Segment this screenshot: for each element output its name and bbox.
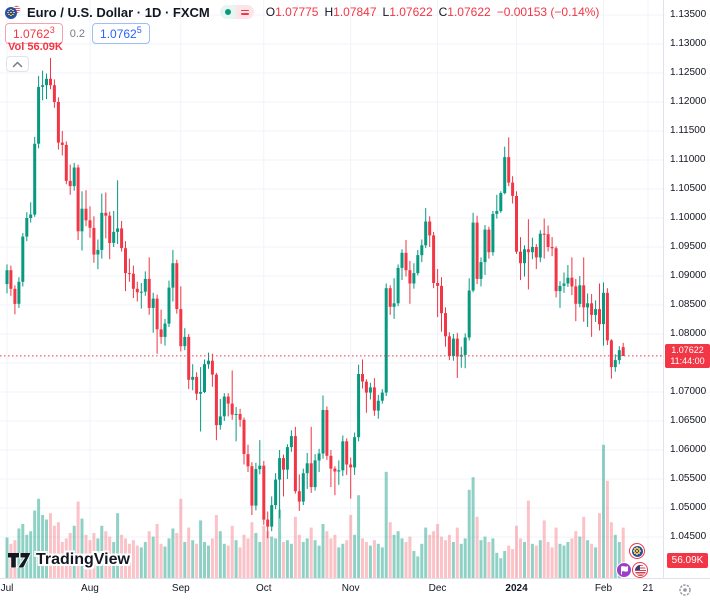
price-axis-label: 1.08000 (670, 328, 707, 339)
price-axis-label: 1.09500 (670, 241, 707, 252)
time-axis-label: Sep (171, 583, 190, 594)
price-axis-label: 1.05500 (670, 473, 707, 484)
price-axis-label: 1.11000 (670, 154, 706, 165)
time-axis-label: Jul (0, 583, 14, 594)
time-axis-label: 2024 (505, 583, 528, 594)
volume-value: 56.09K (27, 41, 63, 53)
chart-pane[interactable] (0, 0, 663, 578)
us-economic-event-icon[interactable] (632, 562, 648, 578)
symbol-title[interactable]: Euro / U.S. Dollar · 1D · FXCM (27, 4, 210, 20)
price-axis[interactable]: 1.07622 11:44:00 56.09K 1.13500 1.13000 1.… (663, 0, 710, 578)
market-open-dot-icon (224, 9, 231, 15)
tradingview-wordmark: TradingView (36, 551, 130, 568)
price-axis-label: 1.06000 (670, 444, 707, 455)
news-icon (240, 9, 249, 15)
price-axis-label: 1.13000 (670, 38, 707, 49)
spread-value: 0.2 (69, 27, 86, 40)
collapse-legend-button[interactable] (6, 56, 29, 72)
price-axis-label: 1.10000 (670, 212, 707, 223)
price-axis-label: 1.09000 (670, 270, 707, 281)
time-axis-label: Nov (341, 583, 360, 594)
volume-series (5, 444, 625, 578)
time-axis-label: 21 (642, 583, 654, 594)
low-value: 1.07622 (389, 5, 433, 19)
flag-icon (620, 565, 628, 574)
time-axis[interactable]: Jul Aug Sep Oct Nov Dec 2024 Feb 21 (0, 578, 710, 600)
ohlc-values: O1.07775 H1.07847 L1.07622 C1.07622 −0.0… (265, 5, 600, 19)
eu-flag-mini-icon (5, 6, 17, 19)
close-value: 1.07622 (447, 5, 491, 19)
countdown-timer: 11:44:00 (670, 355, 705, 366)
open-value: 1.07775 (275, 5, 319, 19)
volume-axis-badge: 56.09K (667, 553, 708, 568)
price-axis-label: 1.11500 (670, 125, 706, 136)
buy-button[interactable]: 1.07625 (92, 23, 150, 44)
candlestick-chart[interactable] (0, 0, 663, 578)
eu-economic-event-icon[interactable] (629, 543, 645, 559)
chevron-up-icon (12, 61, 23, 67)
eurusd-pair-icon (5, 4, 22, 20)
timezone-settings-icon[interactable] (678, 583, 692, 597)
market-status-pill[interactable] (219, 5, 254, 19)
chart-legend: Euro / U.S. Dollar · 1D · FXCM O1.07775 … (5, 3, 599, 21)
price-axis-label: 1.06500 (670, 415, 707, 426)
last-price-badge: 1.07622 11:44:00 (665, 343, 710, 368)
price-axis-label: 1.08500 (670, 299, 707, 310)
time-axis-label: Dec (428, 583, 447, 594)
eu-flag-icon (631, 545, 643, 557)
time-axis-label: Oct (255, 583, 272, 594)
change-value: −0.00153 (−0.14%) (496, 5, 600, 19)
price-axis-label: 1.05000 (670, 502, 707, 513)
volume-legend: Vol 56.09K (8, 41, 63, 53)
broker-event-icon[interactable] (616, 562, 632, 578)
bid-ask-row: 1.07623 0.2 1.07625 (5, 23, 150, 44)
sell-button[interactable]: 1.07623 (5, 23, 63, 44)
last-price-value: 1.07622 (671, 344, 704, 355)
time-axis-label: Feb (594, 583, 613, 594)
candlestick-series (5, 57, 625, 539)
tradingview-glyph-icon (8, 552, 31, 568)
price-axis-label: 1.12000 (670, 96, 707, 107)
high-value: 1.07847 (333, 5, 377, 19)
tradingview-logo[interactable]: TradingView (8, 551, 130, 569)
time-axis-label: Aug (81, 583, 99, 594)
us-flag-icon (634, 564, 646, 576)
price-axis-label: 1.04500 (670, 531, 707, 542)
price-axis-label: 1.10500 (670, 183, 707, 194)
price-axis-label: 1.13500 (670, 9, 707, 20)
price-axis-label: 1.07000 (670, 386, 707, 397)
price-axis-label: 1.12500 (670, 67, 707, 78)
